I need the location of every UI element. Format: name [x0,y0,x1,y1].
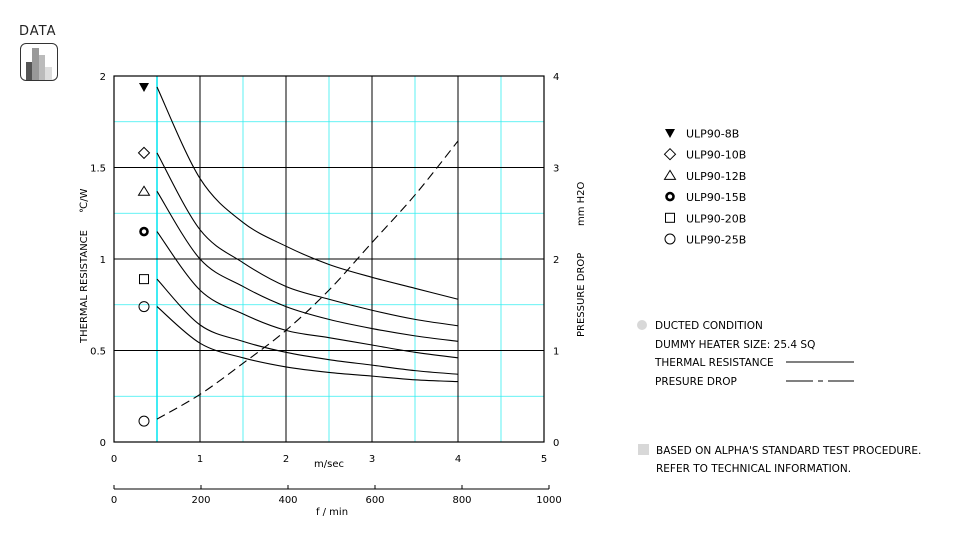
thermal-legend-label: THERMAL RESISTANCE [654,357,774,369]
thermal-curve-ulp90-8b [156,86,459,300]
y2-tick-label: 3 [553,164,559,175]
y-axis-unit: ℃/W [79,188,90,213]
x-tick-label: 4 [455,454,461,465]
x2-tick-label: 1000 [536,495,561,506]
x-tick-label: 5 [541,454,547,465]
x2-tick-label: 600 [365,495,384,506]
footnote-1: BASED ON ALPHA'S STANDARD TEST PROCEDURE… [656,445,921,457]
x2-tick-label: 0 [111,495,117,506]
circle-marker-icon [138,415,150,427]
y-tick-label: 0.5 [90,347,106,358]
x-tick-label: 2 [283,454,289,465]
curves [156,86,459,420]
legend-item-label: ULP90-12B [686,170,746,183]
circle-marker-icon [664,233,676,245]
plot-frame [113,75,545,443]
bold-circle-marker-icon [665,191,675,202]
y2-tick-label: 2 [553,255,559,266]
y-tick-label: 1.5 [90,164,106,175]
section-label: DATA [19,24,57,39]
conditions-note: DUCTED CONDITION DUMMY HEATER SIZE: 25.4… [637,320,921,475]
x-tick-label: 1 [197,454,203,465]
thermal-curve-ulp90-10b [156,152,459,327]
x2-tick-label: 800 [452,495,471,506]
triangle-marker-icon [137,185,151,196]
y2-tick-label: 1 [553,347,559,358]
x2-axis-label: f / min [316,507,348,518]
x-tick-label: 3 [369,454,375,465]
pressure-drop-curve [156,140,459,420]
y-tick-label: 0 [100,438,106,449]
pressure-legend-label: PRESURE DROP [655,376,737,388]
square-marker-icon [665,212,675,223]
markers [137,82,151,427]
circle-marker-icon [138,301,150,313]
filled-triangle-marker-icon [665,129,675,138]
footnote-2: REFER TO TECHNICAL INFORMATION. [656,463,851,475]
y-axis-label: THERMAL RESISTANCE [79,230,90,344]
y2-tick-label: 4 [553,72,559,83]
y2-axis-unit: mm H2O [576,181,587,226]
footnote-bullet-icon [638,444,649,455]
diamond-marker-icon [663,147,677,161]
bar-chart-icon [20,43,58,81]
x2-tick-label: 200 [191,495,210,506]
condition-text: DUCTED CONDITION [655,320,763,332]
bold-circle-marker-icon [139,226,149,237]
x2-tick-label: 400 [278,495,297,506]
triangle-marker-icon [663,169,677,180]
y-tick-label: 2 [100,72,106,83]
legend-item-label: ULP90-15B [686,191,746,204]
x-tick-label: 0 [111,454,117,465]
legend-item-label: ULP90-20B [686,212,746,225]
filled-triangle-marker-icon [139,82,149,92]
heater-text: DUMMY HEATER SIZE: 25.4 SQ [655,339,815,351]
y2-axis-label: PRESSURE DROP [576,253,587,337]
legend-item-label: ULP90-10B [686,149,746,162]
y-tick-label: 1 [100,255,106,266]
legend-item-label: ULP90-25B [686,234,746,247]
y2-tick-label: 0 [553,438,559,449]
diamond-marker-icon [137,146,151,160]
thermal-curve-ulp90-15b [156,231,459,359]
grid [114,76,544,442]
thermal-curve-ulp90-25b [156,306,459,383]
x-axis-label: m/sec [314,459,344,470]
legend: ULP90-8B ULP90-10B ULP90-12B ULP90-15B ULP90… [663,128,746,247]
thermal-curve-ulp90-12b [156,190,459,342]
note-bullet-icon [637,320,647,330]
thermal-curve-ulp90-20b [156,278,459,375]
square-marker-icon [139,274,149,285]
legend-item-label: ULP90-8B [686,128,739,141]
data-header: DATA [19,24,58,81]
